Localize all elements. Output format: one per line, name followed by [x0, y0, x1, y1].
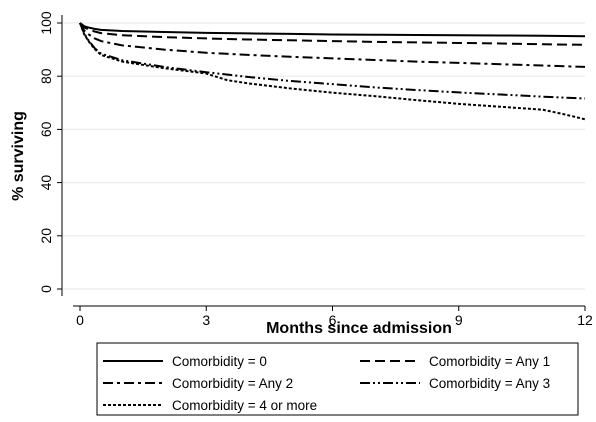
legend: Comorbidity = 0 Comorbidity = Any 1 Comorb…: [96, 342, 579, 416]
legend-label-1: Comorbidity = 0: [172, 354, 267, 369]
series-line-2: [79, 22, 586, 46]
legend-label-5: Comorbidity = 4 or more: [172, 398, 317, 413]
x-tick-label: 3: [202, 312, 210, 328]
y-tick-label: 80: [38, 68, 54, 84]
x-tick-label: 9: [455, 312, 463, 328]
series-line-1: [79, 22, 586, 38]
x-tick-label: 12: [577, 312, 593, 328]
x-tick-label: 0: [76, 312, 84, 328]
y-axis-ticks: 0 20 40 60 80 100: [38, 11, 62, 293]
series-lines: [79, 22, 586, 121]
x-axis-ticks: 0 3 6 9 12: [76, 306, 593, 328]
x-axis-title: Months since admission: [266, 320, 452, 337]
legend-box: [96, 342, 579, 416]
y-tick-label: 0: [38, 285, 54, 293]
series-line-3: [79, 22, 586, 68]
legend-label-3: Comorbidity = Any 2: [172, 376, 293, 391]
y-tick-label: 60: [38, 121, 54, 137]
legend-label-4: Comorbidity = Any 3: [429, 376, 550, 391]
y-axis-title: % surviving: [10, 111, 27, 201]
legend-label-2: Comorbidity = Any 1: [429, 354, 550, 369]
y-tick-label: 100: [38, 11, 54, 35]
axes: [61, 15, 585, 307]
series-line-5: [79, 22, 586, 121]
x-tick-label: 6: [329, 312, 337, 328]
legend-items: Comorbidity = 0 Comorbidity = Any 1 Comorb…: [103, 354, 550, 413]
y-tick-label: 20: [38, 228, 54, 244]
gridlines: [63, 22, 585, 290]
y-tick-label: 40: [38, 175, 54, 191]
